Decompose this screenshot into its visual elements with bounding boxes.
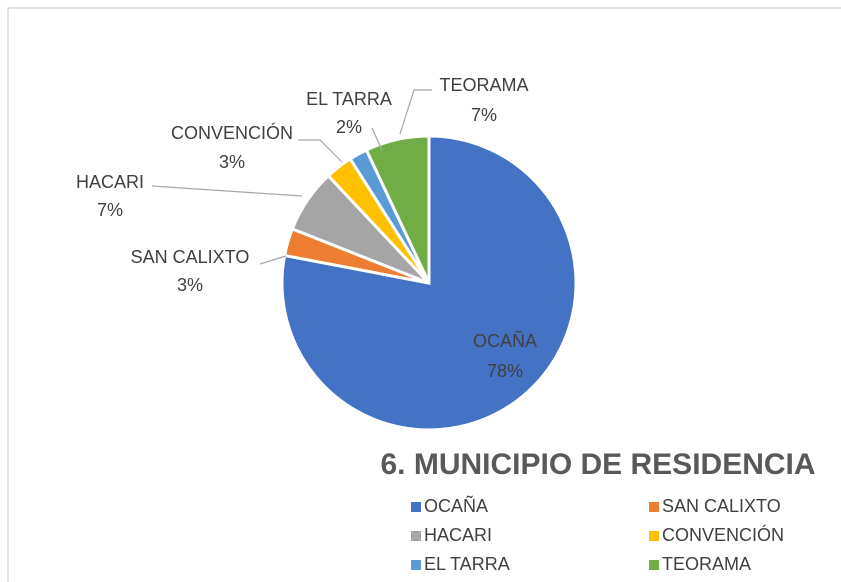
slice-label: TEORAMA [439,75,528,95]
legend-label: TEORAMA [662,554,751,574]
legend-label: HACARI [424,525,492,545]
slice-label: SAN CALIXTO [131,247,250,267]
legend-label: CONVENCIÓN [662,524,784,545]
slice-value: 3% [177,275,203,295]
slice-value: 78% [487,361,523,381]
legend-swatch [649,560,659,570]
leader-line [151,185,303,197]
slice-value: 7% [471,105,497,125]
slice-label: CONVENCIÓN [171,122,293,143]
legend-swatch [411,502,421,512]
legend-swatch [649,502,659,512]
slice-value: 2% [336,117,362,137]
leader-line [298,139,343,163]
slice-label: EL TARRA [306,89,392,109]
legend-label: SAN CALIXTO [662,496,781,516]
slice-value: 7% [97,200,123,220]
pie-slice [364,134,431,284]
legend-swatch [411,560,421,570]
slice-label: HACARI [76,172,144,192]
legend-swatch [649,531,659,541]
slice-label: OCAÑA [473,330,537,351]
legend-swatch [411,531,421,541]
leader-line [399,89,432,135]
chart-title: 6. MUNICIPIO DE RESIDENCIA [380,448,815,481]
legend-label: OCAÑA [424,495,488,516]
slice-value: 3% [219,152,245,172]
leader-line [259,255,287,265]
legend-label: EL TARRA [424,554,510,574]
leader-line [371,127,383,151]
